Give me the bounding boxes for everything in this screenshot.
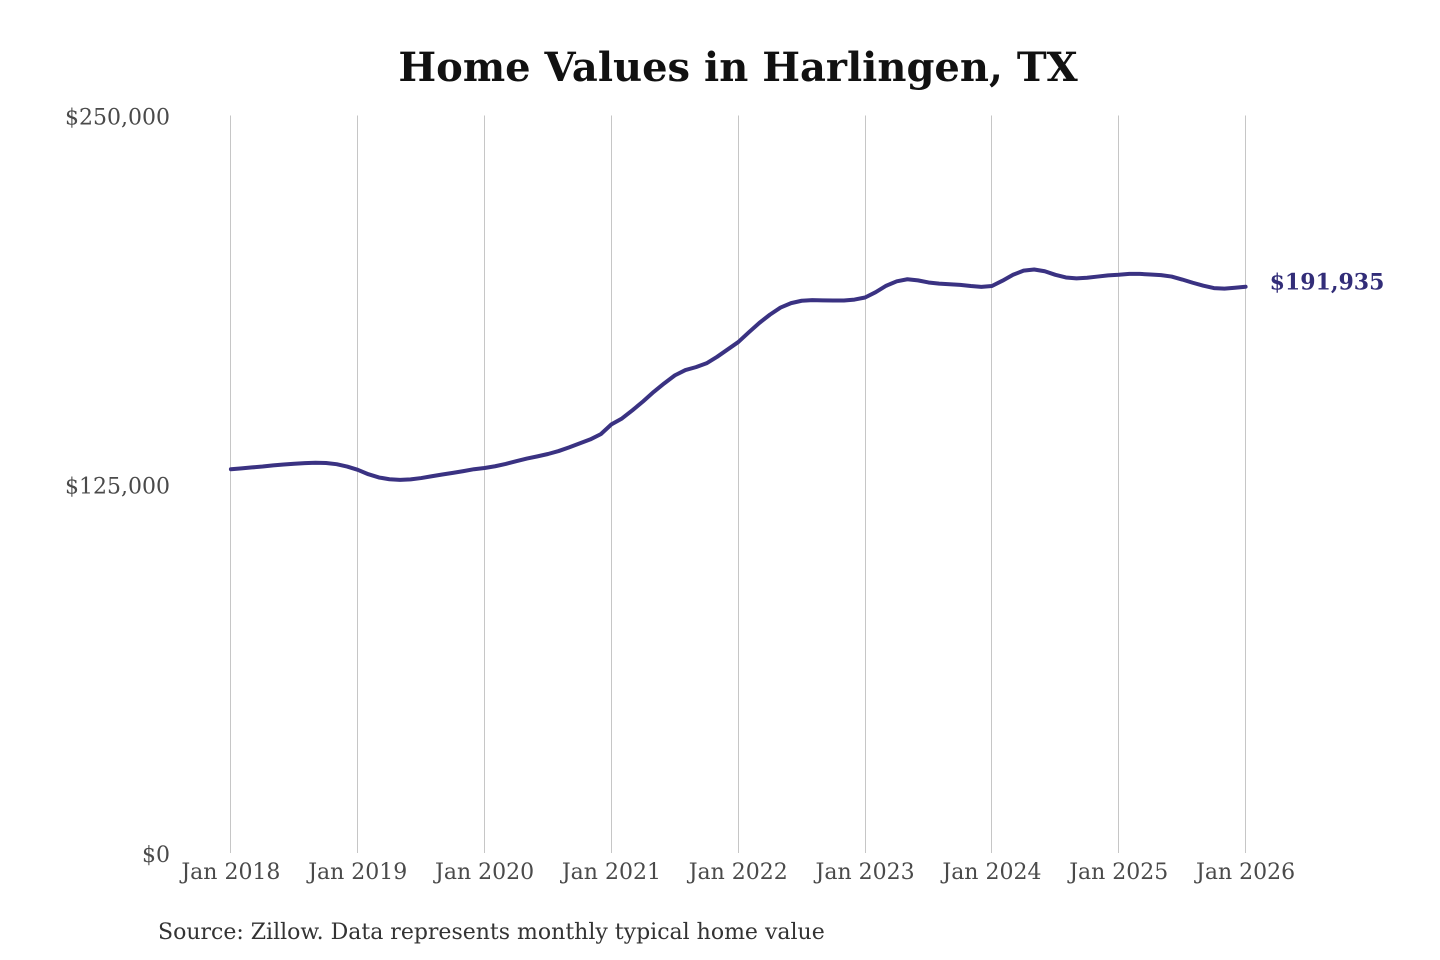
x-tick-label-jan-2021: Jan 2021 (560, 860, 661, 885)
latest-value-label: $191,935 (1270, 269, 1385, 295)
y-tick-label-250000: $250,000 (65, 106, 170, 131)
x-tick-label-jan-2023: Jan 2023 (814, 860, 915, 885)
chart-title: Home Values in Harlingen, TX (398, 44, 1077, 91)
x-tick-label-jan-2025: Jan 2025 (1067, 860, 1168, 885)
x-tick-label-jan-2018: Jan 2018 (179, 860, 280, 885)
x-tick-label-jan-2024: Jan 2024 (940, 860, 1041, 885)
y-tick-label-125000: $125,000 (65, 474, 170, 499)
x-tick-label-jan-2022: Jan 2022 (687, 860, 788, 885)
home-value-line (228, 267, 1248, 482)
x-axis-labels: Jan 2018 Jan 2019 Jan 2020 Jan 2021 Jan … (179, 860, 1295, 885)
x-tick-label-jan-2020: Jan 2020 (433, 860, 534, 885)
x-tick-label-jan-2019: Jan 2019 (306, 860, 407, 885)
plot-area (228, 267, 1248, 482)
gridlines (230, 115, 1246, 853)
source-note: Source: Zillow. Data represents monthly … (158, 920, 825, 945)
y-axis-labels: $0 $125,000 $250,000 (65, 106, 170, 869)
x-tick-label-jan-2026: Jan 2026 (1194, 860, 1295, 885)
y-tick-label-0: $0 (142, 843, 170, 868)
